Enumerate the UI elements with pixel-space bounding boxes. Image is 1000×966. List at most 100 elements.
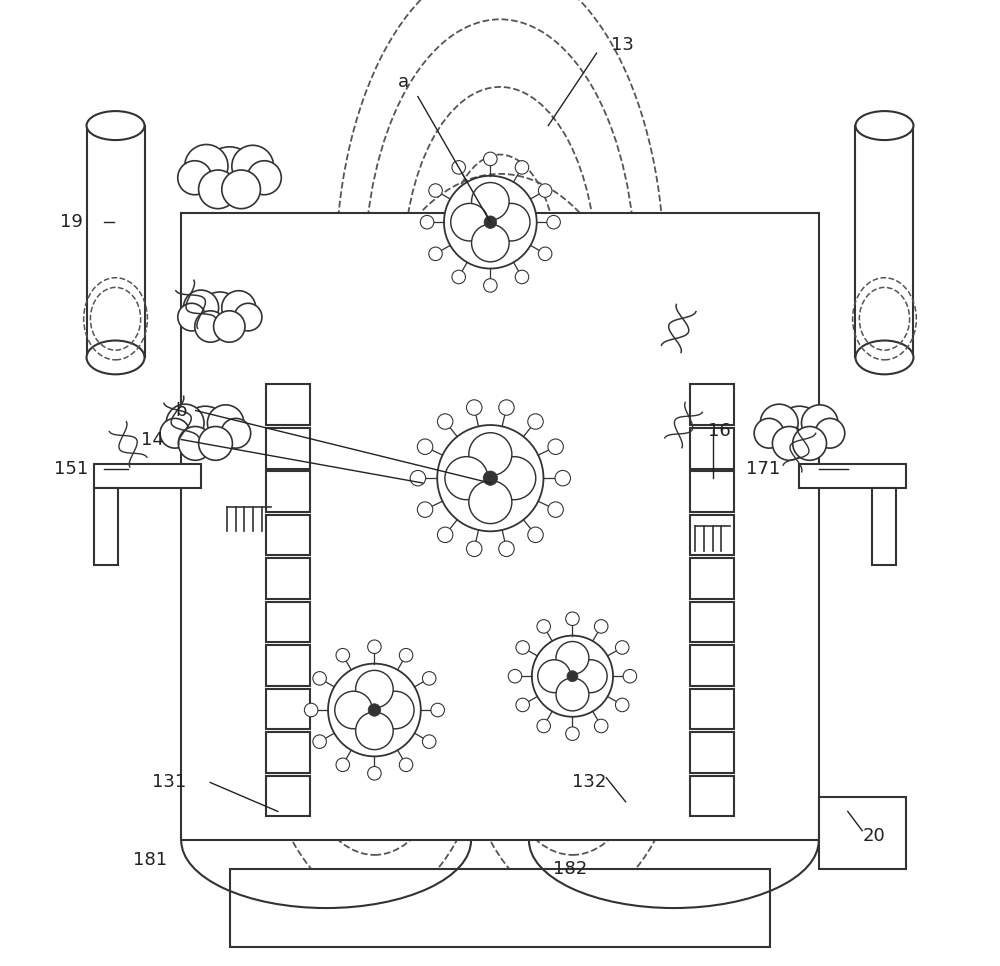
- Circle shape: [493, 457, 536, 499]
- Circle shape: [547, 215, 560, 229]
- Bar: [690, 602, 734, 642]
- Circle shape: [801, 405, 838, 441]
- Circle shape: [538, 660, 571, 693]
- Circle shape: [356, 670, 393, 708]
- Circle shape: [516, 640, 529, 654]
- Circle shape: [420, 215, 434, 229]
- Text: 13: 13: [611, 37, 634, 54]
- Circle shape: [538, 184, 552, 197]
- Circle shape: [335, 692, 372, 728]
- Text: 151: 151: [54, 460, 88, 477]
- Ellipse shape: [87, 341, 145, 374]
- Bar: [690, 384, 734, 425]
- Ellipse shape: [87, 111, 145, 140]
- Text: a: a: [398, 73, 409, 91]
- Circle shape: [160, 418, 190, 448]
- Circle shape: [313, 671, 326, 685]
- Circle shape: [214, 311, 245, 342]
- Circle shape: [399, 648, 413, 662]
- Circle shape: [178, 427, 212, 460]
- Circle shape: [760, 404, 798, 442]
- Circle shape: [304, 703, 318, 717]
- Bar: [266, 732, 310, 773]
- Circle shape: [222, 291, 256, 325]
- Circle shape: [776, 406, 823, 454]
- Circle shape: [532, 636, 613, 717]
- Circle shape: [615, 698, 629, 712]
- Circle shape: [356, 712, 393, 750]
- Circle shape: [472, 224, 509, 262]
- Circle shape: [207, 405, 244, 441]
- Bar: [266, 558, 310, 599]
- Circle shape: [556, 678, 589, 711]
- Circle shape: [166, 404, 204, 442]
- Circle shape: [452, 270, 465, 284]
- Bar: [266, 776, 310, 816]
- Circle shape: [594, 720, 608, 733]
- Circle shape: [182, 406, 229, 454]
- Circle shape: [221, 418, 251, 448]
- Circle shape: [528, 527, 543, 543]
- Bar: [690, 428, 734, 469]
- Text: 131: 131: [152, 774, 186, 791]
- Ellipse shape: [855, 341, 913, 374]
- Circle shape: [555, 470, 571, 486]
- Circle shape: [772, 427, 806, 460]
- Circle shape: [437, 527, 453, 543]
- Bar: [872, 488, 896, 565]
- Circle shape: [313, 735, 326, 749]
- Circle shape: [594, 619, 608, 633]
- Circle shape: [515, 270, 529, 284]
- Circle shape: [484, 216, 497, 228]
- Circle shape: [377, 692, 414, 728]
- Circle shape: [815, 418, 845, 448]
- Circle shape: [566, 727, 579, 741]
- Circle shape: [429, 247, 442, 261]
- Circle shape: [328, 664, 421, 756]
- Text: 181: 181: [133, 851, 167, 868]
- Bar: [230, 869, 770, 947]
- Text: 16: 16: [708, 422, 730, 440]
- Circle shape: [472, 183, 509, 220]
- Circle shape: [422, 735, 436, 749]
- Bar: [819, 797, 906, 869]
- Bar: [266, 602, 310, 642]
- Circle shape: [429, 184, 442, 197]
- Circle shape: [537, 720, 550, 733]
- Circle shape: [422, 671, 436, 685]
- Circle shape: [202, 147, 257, 201]
- Circle shape: [410, 470, 426, 486]
- Circle shape: [466, 400, 482, 415]
- Bar: [266, 471, 310, 512]
- Circle shape: [185, 145, 228, 187]
- Circle shape: [483, 471, 498, 485]
- Ellipse shape: [855, 111, 913, 140]
- Circle shape: [492, 204, 530, 241]
- Circle shape: [336, 648, 350, 662]
- Bar: [690, 558, 734, 599]
- Circle shape: [368, 704, 381, 716]
- Circle shape: [234, 303, 262, 331]
- Circle shape: [574, 660, 607, 693]
- Circle shape: [451, 204, 488, 241]
- Circle shape: [499, 400, 514, 415]
- Bar: [94, 464, 201, 488]
- Circle shape: [508, 669, 522, 683]
- Bar: [690, 515, 734, 555]
- Circle shape: [178, 303, 205, 331]
- Circle shape: [195, 311, 226, 342]
- Circle shape: [445, 457, 488, 499]
- Circle shape: [548, 439, 563, 454]
- Circle shape: [484, 153, 497, 165]
- Circle shape: [469, 480, 512, 524]
- Circle shape: [431, 703, 444, 717]
- Circle shape: [515, 160, 529, 174]
- Bar: [855, 126, 913, 357]
- Bar: [266, 384, 310, 425]
- Circle shape: [199, 170, 237, 209]
- Circle shape: [199, 427, 232, 460]
- Bar: [266, 428, 310, 469]
- Circle shape: [537, 619, 550, 633]
- Circle shape: [556, 641, 589, 674]
- Text: b: b: [175, 402, 187, 419]
